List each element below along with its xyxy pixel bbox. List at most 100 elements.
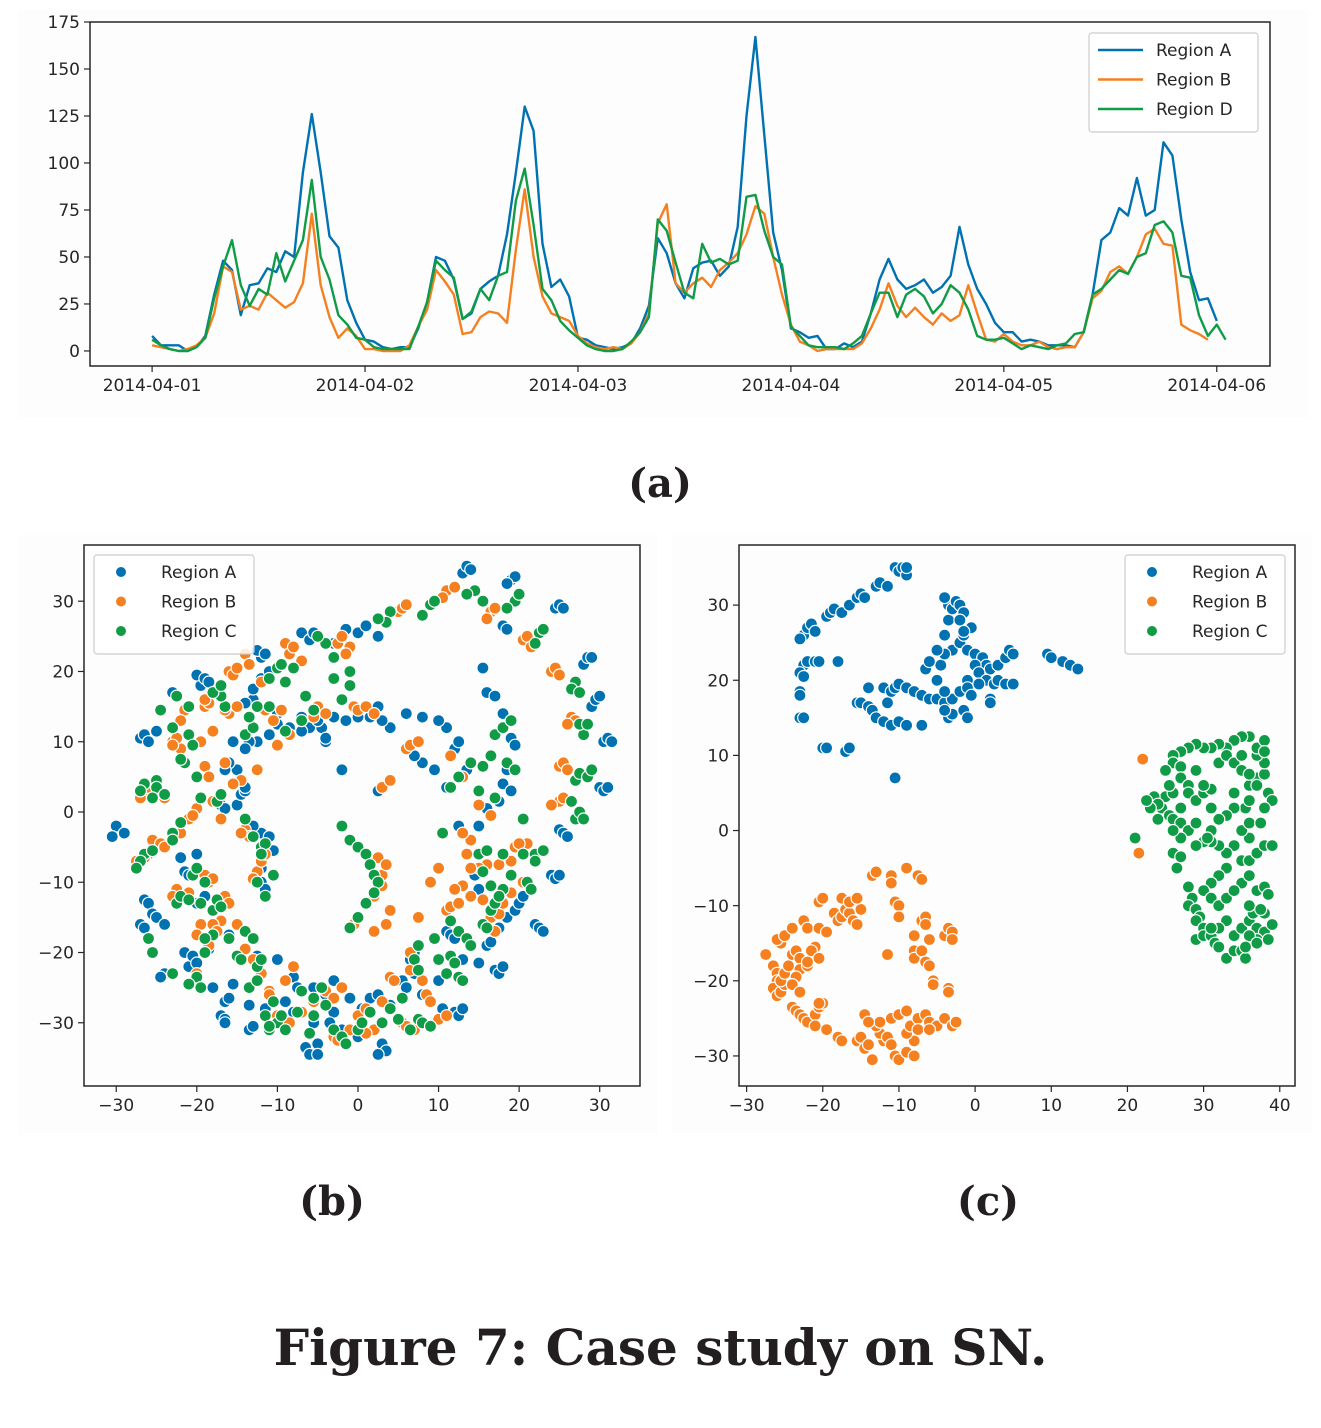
x-tick-label: 2014-04-06 xyxy=(1167,376,1266,396)
scatter-point-region-c xyxy=(327,671,341,686)
scatter-point-region-b xyxy=(759,947,773,962)
x-tick-label: 2014-04-05 xyxy=(954,376,1053,396)
scatter-point-region-c xyxy=(432,952,446,967)
scatter-point-region-b xyxy=(270,738,284,752)
scatter-point-region-a xyxy=(861,681,876,695)
x-tick-label: 2014-04-04 xyxy=(742,376,841,396)
scatter-point-region-a xyxy=(105,830,119,844)
scatter-point-region-b xyxy=(544,798,559,812)
legend-label: Region D xyxy=(1156,100,1233,120)
scatter-point-region-b xyxy=(873,1015,887,1029)
scatter-chart-b: −30 −20 −10 0 10 20 30 −30 −20 −10 0 10 20 30 Region … xyxy=(38,544,641,1116)
scatter-point-region-a xyxy=(820,741,834,755)
scatter-point-region-c xyxy=(194,791,208,805)
scatter-point-region-a xyxy=(560,830,575,844)
scatter-point-region-b xyxy=(854,902,868,916)
scatter-point-region-a xyxy=(117,826,131,840)
scatter-point-region-c xyxy=(456,974,470,988)
scatter-point-region-c xyxy=(472,784,486,798)
scatter-point-region-a xyxy=(238,742,252,756)
scatter-point-region-c xyxy=(145,844,160,858)
legend-label: Region A xyxy=(1156,41,1232,61)
scatter-point-region-c xyxy=(395,991,409,1005)
scatter-point-region-c xyxy=(1227,786,1241,800)
scatter-point-region-a xyxy=(934,658,948,672)
scatter-point-region-c xyxy=(234,952,248,967)
scatter-point-region-b xyxy=(835,1034,849,1048)
scatter-point-region-c xyxy=(1189,816,1203,830)
scatter-point-region-b xyxy=(926,978,940,992)
scatter-point-region-c xyxy=(262,671,276,686)
scatter-point-region-c xyxy=(1265,917,1279,932)
scatter-point-region-b xyxy=(793,985,807,999)
scatter-point-region-b xyxy=(166,738,180,752)
scatter-point-region-c xyxy=(355,1016,369,1030)
scatter-point-region-a xyxy=(359,619,373,633)
scatter-point-region-b xyxy=(379,858,393,872)
scatter-point-region-c xyxy=(371,612,385,626)
scatter-point-region-c xyxy=(145,945,160,960)
scatter-point-region-b xyxy=(319,707,333,721)
scatter-point-region-c xyxy=(484,749,498,763)
scatter-point-region-b xyxy=(865,1053,879,1067)
legend-marker-swatch xyxy=(116,596,126,607)
scatter-point-region-c xyxy=(512,587,526,601)
scatter-point-region-c xyxy=(214,678,228,693)
scatter-point-region-b xyxy=(399,598,413,612)
scatter-point-region-b xyxy=(812,951,826,965)
scatter-point-region-b xyxy=(286,640,301,654)
scatter-point-region-b xyxy=(850,917,864,932)
scatter-point-region-c xyxy=(286,661,301,675)
scatter-point-region-a xyxy=(343,991,357,1005)
scatter-point-region-b xyxy=(206,724,220,738)
scatter-point-region-c xyxy=(452,770,466,784)
scatter-point-region-b xyxy=(218,756,232,770)
scatter-point-region-a xyxy=(190,847,204,861)
scatter-point-region-c xyxy=(299,689,313,703)
scatter-point-region-c xyxy=(174,752,188,766)
scatter-point-region-c xyxy=(166,967,180,981)
scatter-point-region-c xyxy=(274,1009,288,1023)
scatter-point-region-c xyxy=(307,1009,321,1023)
scatter-point-region-b xyxy=(452,896,466,910)
scatter-point-region-c xyxy=(1227,884,1241,898)
legend-marker-swatch xyxy=(1147,596,1157,607)
scatter-point-region-b xyxy=(480,612,494,626)
scatter-point-region-c xyxy=(411,938,425,953)
scatter-point-region-c xyxy=(480,921,494,935)
scatter-point-region-b xyxy=(383,773,397,787)
x-tick-label: −30 xyxy=(729,1096,765,1116)
scatter-point-region-a xyxy=(508,738,522,752)
scatter-point-region-c xyxy=(1250,936,1264,950)
scatter-point-region-c xyxy=(307,703,321,717)
scatter-point-region-b xyxy=(242,657,256,671)
scatter-point-region-c xyxy=(1170,861,1184,875)
scatter-point-region-b xyxy=(464,889,478,903)
scatter-point-region-c xyxy=(536,622,550,636)
scatter-point-region-c xyxy=(129,861,143,875)
scatter-point-region-a xyxy=(432,714,446,728)
scatter-point-region-c xyxy=(262,1019,276,1033)
legend-box xyxy=(93,554,255,655)
scatter-point-region-c xyxy=(1128,831,1142,845)
scatter-point-region-a xyxy=(964,688,978,702)
y-tick-label: −10 xyxy=(693,897,729,917)
scatter-point-region-c xyxy=(508,763,522,777)
scatter-point-region-c xyxy=(1162,778,1176,792)
scatter-point-region-a xyxy=(605,735,619,749)
scatter-point-region-c xyxy=(307,991,321,1005)
y-tick-label: 125 xyxy=(48,107,80,127)
scatter-point-region-a xyxy=(154,970,168,984)
scatter-point-region-c xyxy=(383,1002,397,1016)
scatter-point-region-a xyxy=(812,654,826,669)
scatter-point-region-b xyxy=(448,580,462,594)
scatter-point-region-b xyxy=(230,700,244,714)
scatter-point-region-b xyxy=(411,735,425,749)
scatter-point-region-c xyxy=(141,931,156,946)
scatter-point-region-c xyxy=(1265,839,1279,853)
scatter-point-region-c xyxy=(303,1026,317,1040)
scatter-point-region-b xyxy=(911,1023,925,1037)
scatter-point-region-a xyxy=(472,819,486,833)
legend: Region A Region B Region C xyxy=(93,554,255,655)
scatter-point-region-b xyxy=(230,661,244,675)
